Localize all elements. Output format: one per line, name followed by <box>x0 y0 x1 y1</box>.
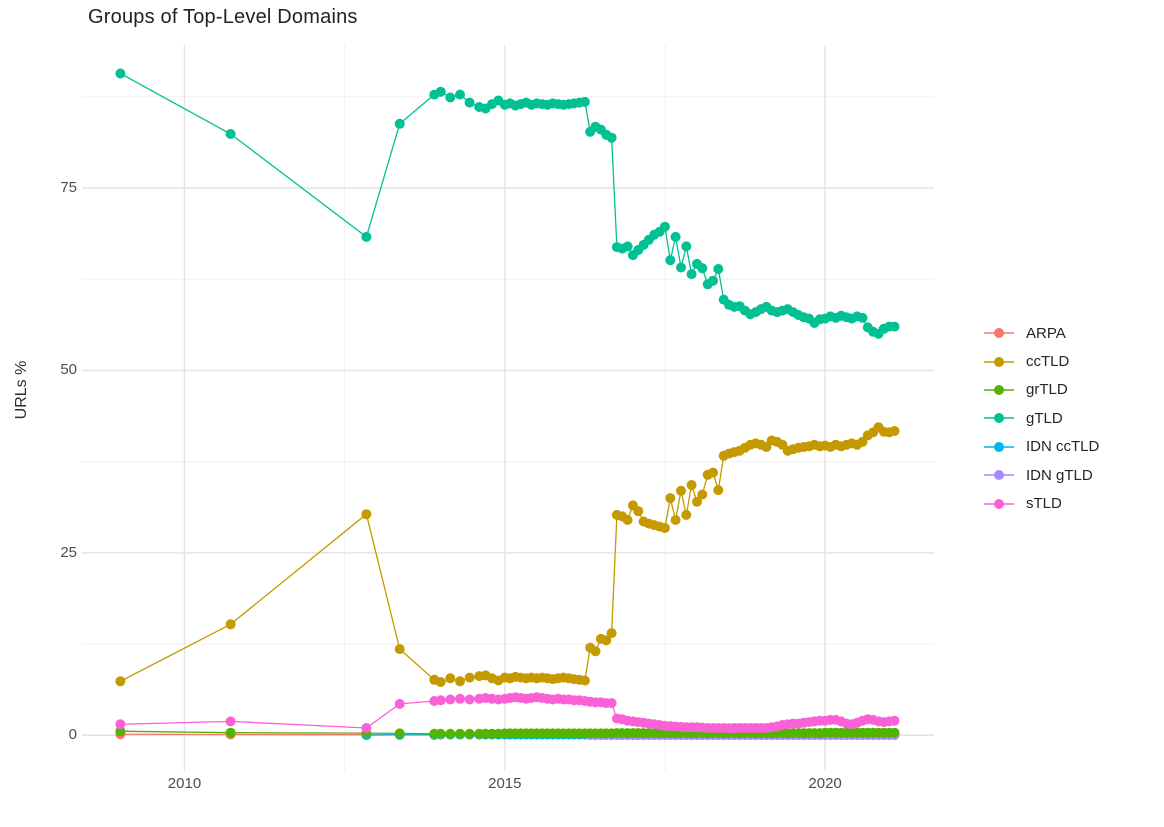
legend-item-IDN-gTLD: IDN gTLD <box>984 461 1099 489</box>
legend-item-label: sTLD <box>1026 495 1062 513</box>
gridlines <box>82 45 934 771</box>
x-tick-label: 2015 <box>488 775 522 792</box>
legend-item-sTLD: sTLD <box>984 489 1099 517</box>
legend: ARPA ccTLD grTLD gTLD IDN ccTLD IDN gTLD sTLD <box>984 319 1099 518</box>
legend-key-icon <box>984 384 1014 395</box>
legend-key-icon <box>984 328 1014 339</box>
legend-item-IDN-ccTLD: IDN ccTLD <box>984 433 1099 461</box>
plot-area <box>82 45 934 771</box>
legend-key-icon <box>984 413 1014 424</box>
chart-title: Groups of Top-Level Domains <box>88 6 358 28</box>
y-tick-label: 0 <box>68 726 77 744</box>
series-sTLD <box>115 692 900 734</box>
x-tick-label: 2010 <box>167 775 202 792</box>
legend-key-icon <box>984 498 1014 509</box>
legend-item-label: ccTLD <box>1026 353 1070 371</box>
legend-item-label: IDN ccTLD <box>1026 438 1100 456</box>
legend-key-icon <box>984 356 1014 367</box>
y-tick-label: 50 <box>60 361 77 379</box>
y-tick-label: 75 <box>60 179 77 196</box>
series-ccTLD <box>115 422 900 687</box>
legend-item-label: grTLD <box>1026 381 1068 399</box>
legend-item-label: ARPA <box>1026 324 1066 342</box>
series-grTLD <box>115 726 900 739</box>
legend-item-grTLD: grTLD <box>984 376 1099 404</box>
series-gTLD <box>115 68 900 339</box>
legend-item-gTLD: gTLD <box>984 404 1099 432</box>
legend-item-ccTLD: ccTLD <box>984 347 1099 375</box>
legend-key-icon <box>984 441 1014 452</box>
legend-key-icon <box>984 470 1014 481</box>
y-tick-label: 25 <box>60 543 77 561</box>
legend-item-ARPA: ARPA <box>984 319 1099 347</box>
x-tick-label: 2020 <box>808 775 842 792</box>
legend-item-label: IDN gTLD <box>1026 466 1093 484</box>
legend-item-label: gTLD <box>1026 409 1063 427</box>
